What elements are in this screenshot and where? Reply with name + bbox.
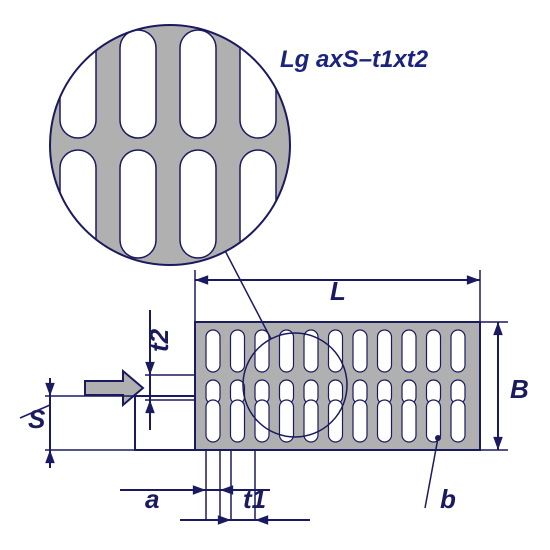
- slot: [451, 400, 465, 442]
- slot: [353, 400, 367, 442]
- thickness-view: [135, 396, 195, 450]
- slot: [402, 330, 416, 372]
- label-b: b: [440, 484, 456, 514]
- magnifier-slot: [120, 150, 156, 258]
- magnifier-slot: [0, 150, 36, 258]
- magnifier-slot: [240, 0, 276, 18]
- slot: [280, 330, 294, 372]
- arrowhead: [45, 383, 55, 396]
- slot: [206, 400, 220, 442]
- slot: [231, 400, 245, 442]
- magnifier-slot: [300, 150, 336, 258]
- slot: [378, 400, 392, 442]
- title: Lg axS–t1xt2: [280, 46, 428, 74]
- slot: [378, 330, 392, 372]
- label-L: L: [330, 276, 346, 306]
- slot: [451, 330, 465, 372]
- magnifier-slot: [180, 150, 216, 258]
- label-B: B: [510, 374, 529, 404]
- slot: [255, 330, 269, 372]
- magnifier-slot: [180, 30, 216, 138]
- magnifier-slot: [300, 0, 336, 18]
- magnifier-slot: [120, 30, 156, 138]
- slot: [206, 330, 220, 372]
- label-t1: t1: [243, 484, 266, 514]
- arrowhead: [145, 362, 155, 375]
- slot: [427, 330, 441, 372]
- slot: [353, 330, 367, 372]
- magnifier-slot: [120, 0, 156, 18]
- magnifier-slot: [240, 30, 276, 138]
- label-t2: t2: [144, 328, 174, 352]
- slot: [329, 400, 343, 442]
- slot: [402, 400, 416, 442]
- label-a: a: [145, 484, 159, 514]
- arrowhead: [145, 400, 155, 413]
- arrowhead: [195, 275, 208, 285]
- magnifier-slot: [180, 0, 216, 18]
- magnifier-slot: [0, 0, 36, 18]
- arrowhead: [45, 450, 55, 463]
- arrowhead: [218, 515, 231, 525]
- arrowhead: [493, 322, 503, 335]
- label-S: S: [28, 404, 46, 434]
- slot: [329, 330, 343, 372]
- magnifier-slot: [60, 30, 96, 138]
- arrowhead: [193, 485, 206, 495]
- magnifier-slot: [240, 150, 276, 258]
- magnifier-slot: [60, 0, 96, 18]
- magnifier-slot: [0, 30, 36, 138]
- arrowhead: [493, 437, 503, 450]
- arrowhead: [467, 275, 480, 285]
- slot: [231, 330, 245, 372]
- arrowhead: [255, 515, 268, 525]
